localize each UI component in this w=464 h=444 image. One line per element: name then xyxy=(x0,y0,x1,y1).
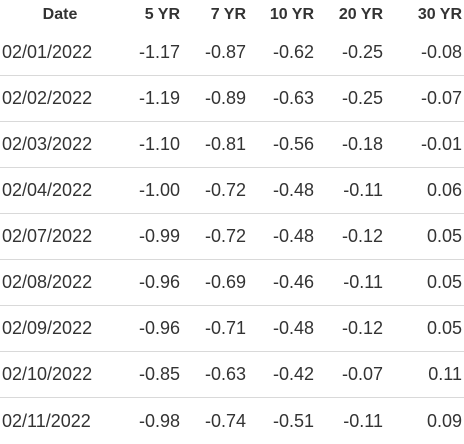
yr30-cell: 0.09 xyxy=(426,410,462,431)
yr7-cell: -0.89 xyxy=(204,88,246,108)
table-row: 02/08/2022 -0.96 -0.69 -0.46 -0.11 0.05 xyxy=(0,260,464,306)
yr30-cell: 0.06 xyxy=(426,180,462,200)
date-cell: 02/01/2022 xyxy=(2,42,93,62)
yr7-cell: -0.87 xyxy=(204,42,246,62)
yr30-cell: 0.05 xyxy=(426,226,462,246)
date-cell: 02/08/2022 xyxy=(2,272,93,292)
yr20-cell: -0.18 xyxy=(341,134,383,154)
table-row: 02/09/2022 -0.96 -0.71 -0.48 -0.12 0.05 xyxy=(0,306,464,352)
date-cell: 02/09/2022 xyxy=(2,318,93,338)
yr5-cell: -0.85 xyxy=(138,364,180,384)
date-cell: 02/03/2022 xyxy=(2,134,93,154)
yr5-cell: -1.00 xyxy=(138,180,180,200)
yr5-cell: -1.19 xyxy=(138,88,180,108)
table-row: 02/07/2022 -0.99 -0.72 -0.48 -0.12 0.05 xyxy=(0,214,464,260)
header-30yr: 30 YR xyxy=(417,6,462,23)
yr30-cell: 0.05 xyxy=(426,272,462,292)
header-20yr: 20 YR xyxy=(338,6,383,23)
table-header-row: Date 5 YR 7 YR 10 YR 20 YR 30 YR xyxy=(0,0,464,30)
yr20-cell: -0.12 xyxy=(341,226,383,246)
table-row: 02/02/2022 -1.19 -0.89 -0.63 -0.25 -0.07 xyxy=(0,76,464,122)
yr7-cell: -0.71 xyxy=(204,318,246,338)
yr5-cell: -0.98 xyxy=(138,410,180,431)
yr10-cell: -0.63 xyxy=(272,88,314,108)
yr10-cell: -0.48 xyxy=(272,226,314,246)
table-row: 02/11/2022 -0.98 -0.74 -0.51 -0.11 0.09 xyxy=(0,398,464,444)
table-row: 02/03/2022 -1.10 -0.81 -0.56 -0.18 -0.01 xyxy=(0,122,464,168)
yr7-cell: -0.74 xyxy=(204,410,246,431)
yr20-cell: -0.11 xyxy=(343,410,383,431)
yr20-cell: -0.11 xyxy=(343,272,383,292)
yr5-cell: -0.99 xyxy=(138,226,180,246)
yr10-cell: -0.51 xyxy=(272,410,314,431)
yr5-cell: -0.96 xyxy=(138,318,180,338)
yr30-cell: -0.08 xyxy=(420,42,462,62)
yr20-cell: -0.11 xyxy=(343,180,383,200)
header-5yr: 5 YR xyxy=(144,6,180,23)
yr10-cell: -0.62 xyxy=(272,42,314,62)
yr20-cell: -0.25 xyxy=(341,88,383,108)
table-row: 02/10/2022 -0.85 -0.63 -0.42 -0.07 0.11 xyxy=(0,352,464,398)
yr30-cell: 0.11 xyxy=(428,364,462,384)
header-date: Date xyxy=(42,6,78,23)
date-cell: 02/11/2022 xyxy=(2,410,91,431)
yr10-cell: -0.46 xyxy=(272,272,314,292)
yr7-cell: -0.63 xyxy=(204,364,246,384)
table-body: 02/01/2022 -1.17 -0.87 -0.62 -0.25 -0.08 02/02… xyxy=(0,30,464,444)
yr7-cell: -0.69 xyxy=(204,272,246,292)
yr5-cell: -0.96 xyxy=(138,272,180,292)
yr7-cell: -0.72 xyxy=(204,226,246,246)
date-cell: 02/02/2022 xyxy=(2,88,93,108)
date-cell: 02/07/2022 xyxy=(2,226,93,246)
date-cell: 02/10/2022 xyxy=(2,364,93,384)
yr30-cell: -0.01 xyxy=(420,134,462,154)
yr5-cell: -1.17 xyxy=(138,42,180,62)
table-row: 02/01/2022 -1.17 -0.87 -0.62 -0.25 -0.08 xyxy=(0,30,464,76)
yr20-cell: -0.12 xyxy=(341,318,383,338)
yr10-cell: -0.48 xyxy=(272,180,314,200)
yr10-cell: -0.42 xyxy=(272,364,314,384)
header-7yr: 7 YR xyxy=(210,6,246,23)
yr30-cell: 0.05 xyxy=(426,318,462,338)
date-cell: 02/04/2022 xyxy=(2,180,93,200)
yr20-cell: -0.25 xyxy=(341,42,383,62)
yr10-cell: -0.48 xyxy=(272,318,314,338)
yr7-cell: -0.72 xyxy=(204,180,246,200)
yr30-cell: -0.07 xyxy=(420,88,462,108)
yr10-cell: -0.56 xyxy=(272,134,314,154)
yr7-cell: -0.81 xyxy=(204,134,246,154)
header-10yr: 10 YR xyxy=(269,6,314,23)
yr5-cell: -1.10 xyxy=(138,134,180,154)
yr20-cell: -0.07 xyxy=(341,364,383,384)
table-row: 02/04/2022 -1.00 -0.72 -0.48 -0.11 0.06 xyxy=(0,168,464,214)
